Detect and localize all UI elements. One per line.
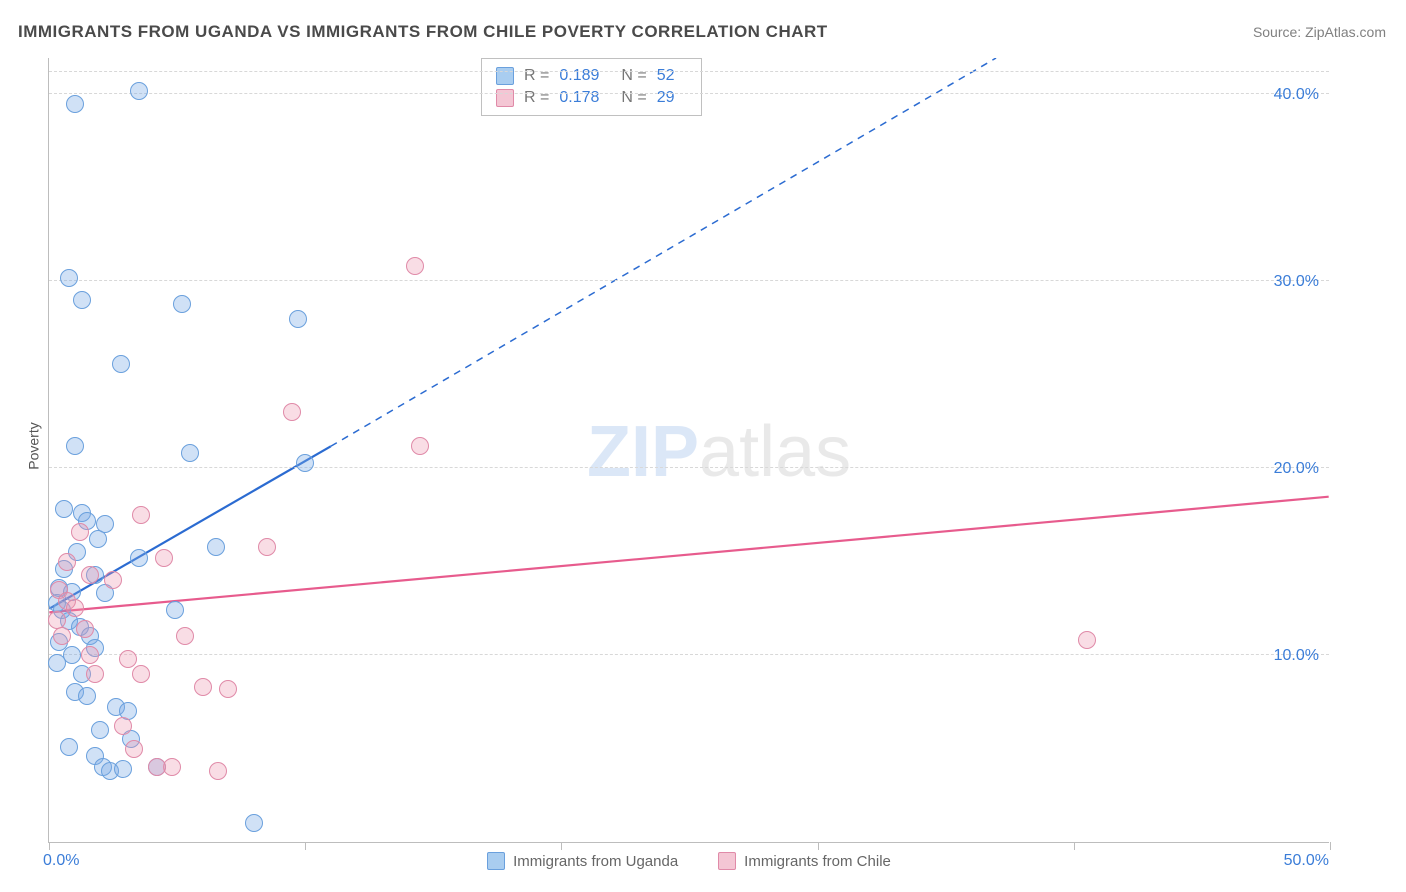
data-point-uganda xyxy=(48,654,66,672)
r-label: R = xyxy=(524,67,549,85)
data-point-chile xyxy=(132,665,150,683)
x-tick xyxy=(818,842,819,850)
legend-item-chile: Immigrants from Chile xyxy=(718,852,891,870)
data-point-chile xyxy=(1078,631,1096,649)
data-point-uganda xyxy=(63,646,81,664)
data-point-chile xyxy=(119,650,137,668)
data-point-uganda xyxy=(114,760,132,778)
data-point-chile xyxy=(66,599,84,617)
data-point-chile xyxy=(258,538,276,556)
stats-row-chile: R = 0.178 N = 29 xyxy=(496,87,687,109)
r-value-chile: 0.178 xyxy=(559,89,611,107)
data-point-chile xyxy=(71,523,89,541)
y-tick-label: 10.0% xyxy=(1274,647,1319,665)
data-point-uganda xyxy=(130,549,148,567)
y-tick-label: 40.0% xyxy=(1274,86,1319,104)
data-point-uganda xyxy=(60,738,78,756)
correlation-stats-box: R = 0.189 N = 52 R = 0.178 N = 29 xyxy=(481,58,702,116)
data-point-uganda xyxy=(91,721,109,739)
n-value-chile: 29 xyxy=(657,89,687,107)
data-point-chile xyxy=(104,571,122,589)
x-tick-label: 0.0% xyxy=(43,852,79,870)
scatter-plot-area: ZIPatlas R = 0.189 N = 52 R = 0.178 N = … xyxy=(48,58,1329,843)
data-point-uganda xyxy=(66,437,84,455)
data-point-chile xyxy=(81,566,99,584)
data-point-chile xyxy=(132,506,150,524)
x-tick-label: 50.0% xyxy=(1284,852,1329,870)
gridline xyxy=(49,280,1329,281)
data-point-uganda xyxy=(112,355,130,373)
data-point-uganda xyxy=(166,601,184,619)
data-point-chile xyxy=(58,553,76,571)
watermark-zip: ZIP xyxy=(587,412,699,492)
data-point-uganda xyxy=(296,454,314,472)
data-point-chile xyxy=(406,257,424,275)
gridline xyxy=(49,654,1329,655)
data-point-uganda xyxy=(66,95,84,113)
r-label: R = xyxy=(524,89,549,107)
source-attribution: Source: ZipAtlas.com xyxy=(1253,24,1386,40)
trend-lines xyxy=(49,58,1329,842)
stats-row-uganda: R = 0.189 N = 52 xyxy=(496,65,687,87)
data-point-chile xyxy=(148,758,166,776)
legend-label-uganda: Immigrants from Uganda xyxy=(513,853,678,870)
gridline xyxy=(49,71,1329,72)
n-label: N = xyxy=(621,67,646,85)
data-point-uganda xyxy=(289,310,307,328)
y-tick-label: 20.0% xyxy=(1274,460,1319,478)
data-point-chile xyxy=(176,627,194,645)
data-point-uganda xyxy=(78,687,96,705)
y-axis-label: Poverty xyxy=(26,422,42,469)
gridline xyxy=(49,467,1329,468)
gridline xyxy=(49,93,1329,94)
data-point-chile xyxy=(219,680,237,698)
x-tick xyxy=(1330,842,1331,850)
data-point-chile xyxy=(76,620,94,638)
data-point-chile xyxy=(53,627,71,645)
swatch-uganda xyxy=(496,67,514,85)
data-point-chile xyxy=(411,437,429,455)
legend-item-uganda: Immigrants from Uganda xyxy=(487,852,678,870)
x-tick xyxy=(1074,842,1075,850)
swatch-chile xyxy=(718,852,736,870)
data-point-chile xyxy=(163,758,181,776)
data-point-uganda xyxy=(73,291,91,309)
chart-title: IMMIGRANTS FROM UGANDA VS IMMIGRANTS FRO… xyxy=(18,22,828,42)
data-point-uganda xyxy=(245,814,263,832)
r-value-uganda: 0.189 xyxy=(559,67,611,85)
data-point-chile xyxy=(48,611,66,629)
watermark: ZIPatlas xyxy=(587,411,851,493)
data-point-uganda xyxy=(60,269,78,287)
data-point-chile xyxy=(114,717,132,735)
swatch-uganda xyxy=(487,852,505,870)
x-tick xyxy=(561,842,562,850)
data-point-uganda xyxy=(55,500,73,518)
data-point-chile xyxy=(86,665,104,683)
legend: Immigrants from Uganda Immigrants from C… xyxy=(49,852,1329,870)
data-point-uganda xyxy=(89,530,107,548)
legend-label-chile: Immigrants from Chile xyxy=(744,853,891,870)
y-tick-label: 30.0% xyxy=(1274,273,1319,291)
data-point-uganda xyxy=(181,444,199,462)
data-point-chile xyxy=(283,403,301,421)
watermark-atlas: atlas xyxy=(699,412,851,492)
data-point-chile xyxy=(81,646,99,664)
swatch-chile xyxy=(496,89,514,107)
data-point-uganda xyxy=(207,538,225,556)
data-point-chile xyxy=(194,678,212,696)
data-point-chile xyxy=(209,762,227,780)
x-tick xyxy=(49,842,50,850)
n-label: N = xyxy=(621,89,646,107)
data-point-chile xyxy=(155,549,173,567)
x-tick xyxy=(305,842,306,850)
data-point-uganda xyxy=(130,82,148,100)
data-point-uganda xyxy=(173,295,191,313)
data-point-chile xyxy=(125,740,143,758)
n-value-uganda: 52 xyxy=(657,67,687,85)
